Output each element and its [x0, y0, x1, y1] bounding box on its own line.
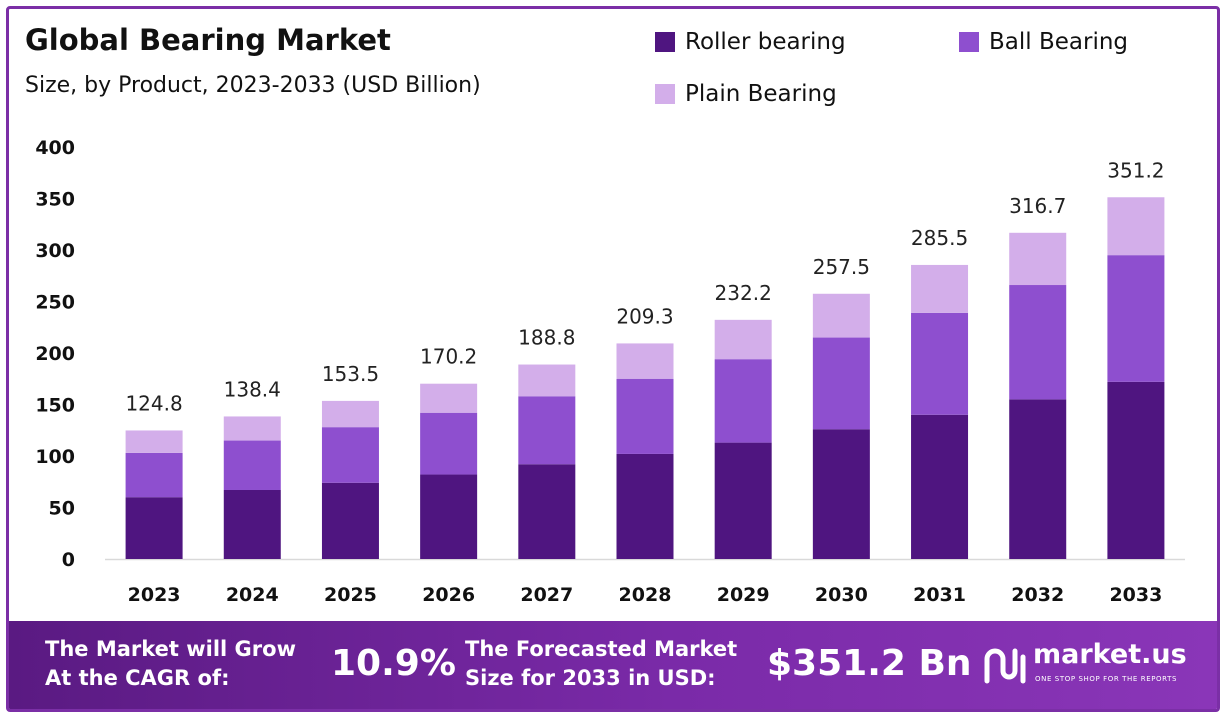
- bar-segment-roller: [714, 442, 772, 559]
- bar-total-label: 316.7: [1009, 194, 1066, 218]
- y-tick-label: 100: [35, 446, 75, 468]
- bar-total-label: 188.8: [518, 326, 575, 350]
- bar-segment-roller: [223, 489, 281, 559]
- bar-segment-ball: [420, 412, 478, 475]
- cagr-value: 10.9%: [331, 643, 456, 684]
- legend-label-plain: Plain Bearing: [685, 81, 837, 107]
- legend-swatch-plain: [655, 84, 675, 104]
- bar-total-label: 232.2: [715, 281, 772, 305]
- bar-segment-roller: [812, 429, 870, 559]
- bar-segment-plain: [911, 264, 969, 313]
- bar-segment-roller: [420, 474, 478, 559]
- forecast-value: $351.2 Bn: [767, 643, 972, 684]
- bar-segment-roller: [1107, 381, 1165, 559]
- bar-segment-ball: [714, 359, 772, 443]
- legend-item-roller: Roller bearing: [655, 29, 846, 55]
- bar-segment-roller: [1009, 399, 1067, 559]
- legend-label-roller: Roller bearing: [685, 29, 846, 55]
- forecast-label-line-2: Size for 2033 in USD:: [465, 666, 716, 690]
- bar-segment-ball: [1009, 285, 1067, 400]
- x-tick-label: 2023: [128, 584, 181, 606]
- legend-item-plain: Plain Bearing: [655, 81, 837, 107]
- brand-tagline: ONE STOP SHOP FOR THE REPORTS: [1035, 675, 1178, 683]
- x-tick-label: 2025: [324, 584, 377, 606]
- forecast-label-line-1: The Forecasted Market: [465, 637, 738, 661]
- chart-title: Global Bearing Market: [25, 23, 391, 57]
- footer-banner: The Market will Grow At the CAGR of: 10.…: [9, 621, 1217, 709]
- legend-item-ball: Ball Bearing: [959, 29, 1128, 55]
- bar-segment-plain: [616, 343, 674, 379]
- chart-subtitle: Size, by Product, 2023-2033 (USD Billion…: [25, 73, 481, 98]
- bar-segment-ball: [125, 452, 183, 498]
- market-us-logo-icon: [984, 648, 1026, 684]
- x-tick-label: 2028: [619, 584, 672, 606]
- x-tick-label: 2027: [520, 584, 573, 606]
- bar-total-label: 170.2: [420, 345, 477, 369]
- y-tick-label: 300: [35, 240, 75, 262]
- cagr-label-line-2: At the CAGR of:: [45, 666, 230, 690]
- bar-segment-roller: [911, 414, 969, 559]
- bar-segment-ball: [911, 312, 969, 415]
- x-tick-label: 2033: [1109, 584, 1162, 606]
- bar-segment-plain: [420, 383, 478, 413]
- bar-segment-roller: [616, 453, 674, 559]
- legend-label-ball: Ball Bearing: [989, 29, 1129, 55]
- bar-segment-plain: [812, 293, 870, 338]
- bar-segment-ball: [223, 440, 281, 490]
- brand-name: market.us: [1033, 639, 1187, 670]
- forecast-label: The Forecasted Market Size for 2033 in U…: [465, 635, 737, 693]
- bar-segment-plain: [1107, 197, 1165, 256]
- x-tick-label: 2030: [815, 584, 868, 606]
- bar-segment-plain: [1009, 232, 1067, 286]
- y-tick-label: 400: [35, 137, 75, 159]
- bar-segment-ball: [321, 427, 379, 483]
- bar-segment-plain: [518, 364, 576, 397]
- bar-segment-plain: [321, 400, 379, 428]
- y-tick-label: 150: [35, 395, 75, 417]
- bar-total-label: 285.5: [911, 226, 968, 250]
- bar-total-label: 209.3: [616, 304, 673, 328]
- bar-segment-plain: [714, 319, 772, 360]
- x-tick-label: 2024: [226, 584, 279, 606]
- bar-segment-roller: [321, 482, 379, 559]
- chart-frame: Global Bearing Market Size, by Product, …: [6, 6, 1220, 712]
- bar-segment-roller: [518, 464, 576, 559]
- bar-segment-ball: [812, 337, 870, 430]
- bar-segment-roller: [125, 497, 183, 559]
- bar-chart: 0 50 100 150 200 250 300 350 400 124.8 2023 138.4 20…: [35, 137, 1185, 606]
- bar-total-label: 124.8: [125, 391, 182, 415]
- cagr-label-line-1: The Market will Grow: [45, 637, 296, 661]
- x-tick-label: 2031: [913, 584, 966, 606]
- bar-total-label: 257.5: [813, 255, 870, 279]
- bar-segment-ball: [616, 378, 674, 454]
- y-tick-label: 350: [35, 189, 75, 211]
- bar-total-label: 138.4: [224, 377, 281, 401]
- x-tick-label: 2029: [717, 584, 770, 606]
- bar-segment-ball: [518, 396, 576, 465]
- y-tick-label: 200: [35, 343, 75, 365]
- legend-swatch-roller: [655, 32, 675, 52]
- legend-swatch-ball: [959, 32, 979, 52]
- x-tick-label: 2026: [422, 584, 475, 606]
- bar-segment-ball: [1107, 255, 1165, 382]
- x-tick-label: 2032: [1011, 584, 1064, 606]
- bar-segment-plain: [223, 416, 281, 441]
- y-tick-label: 0: [62, 549, 75, 571]
- bar-total-label: 351.2: [1107, 158, 1164, 182]
- cagr-label: The Market will Grow At the CAGR of:: [45, 635, 296, 693]
- bar-total-label: 153.5: [322, 362, 379, 386]
- bar-segment-plain: [125, 430, 183, 453]
- y-tick-label: 250: [35, 292, 75, 314]
- y-tick-label: 50: [49, 498, 75, 520]
